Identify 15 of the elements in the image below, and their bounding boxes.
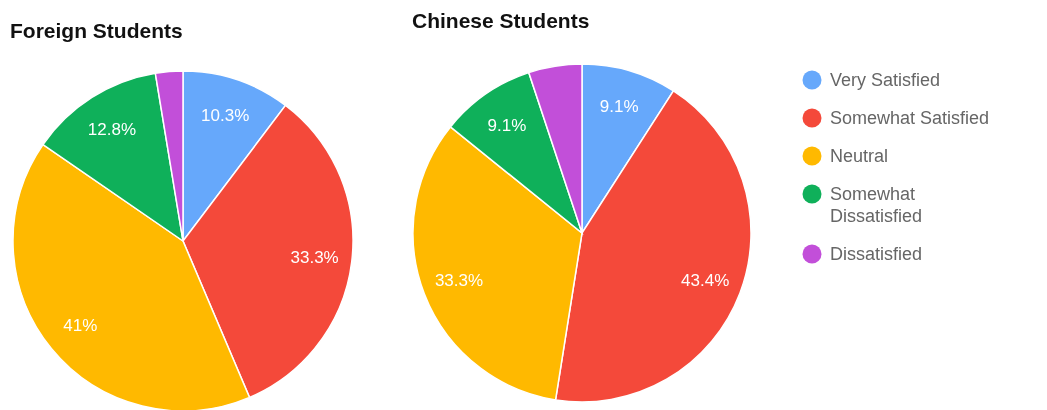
legend-label: Somewhat Dissatisfied [830,184,923,226]
chart-title: Chinese Students [412,9,590,32]
legend-label: Neutral [830,146,889,167]
legend-label: Very Satisfied [830,70,941,91]
data-label: 9.1% [599,97,639,117]
data-label: 33.3% [434,271,484,291]
data-label: 10.3% [201,106,250,126]
data-label: 41% [63,315,98,335]
legend-label: Dissatisfied [830,244,923,265]
data-label: 43.4% [681,270,730,290]
chart-title: Foreign Students [10,19,183,42]
data-label: 33.3% [290,248,339,268]
data-label: 12.8% [87,119,137,139]
data-label: 9.1% [487,115,527,135]
legend-label: Somewhat Satisfied [830,108,990,129]
